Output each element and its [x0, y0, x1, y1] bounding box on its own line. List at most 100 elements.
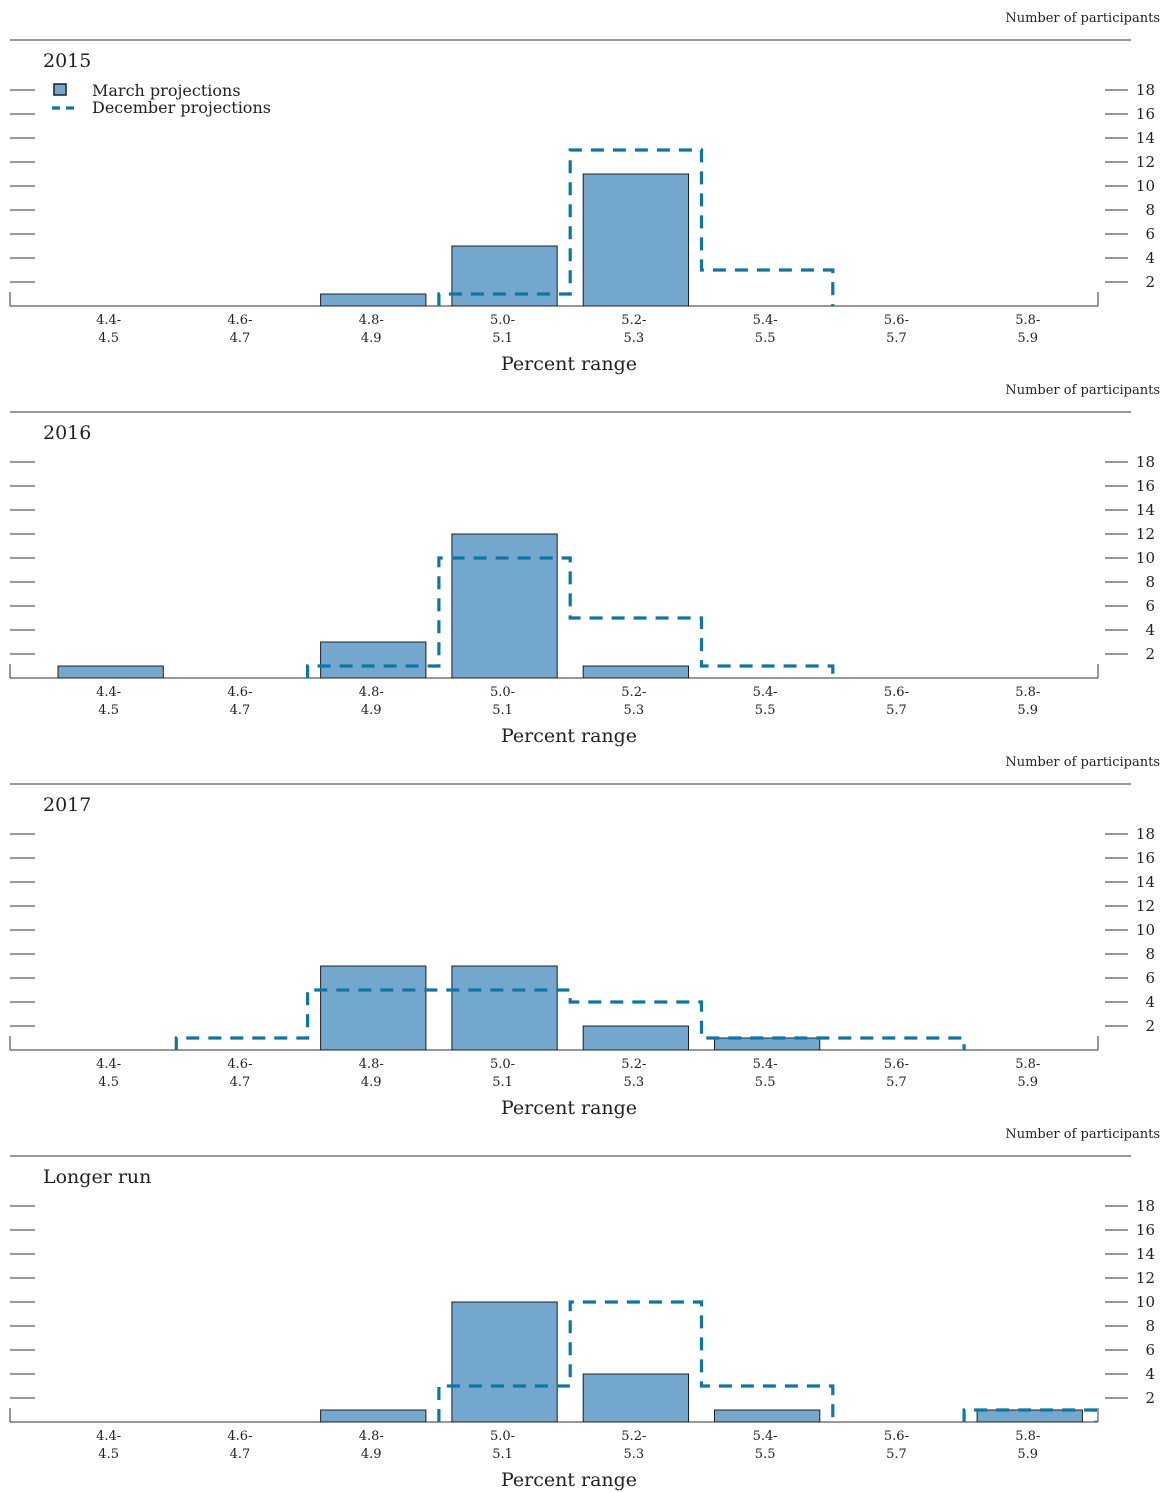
- x-tick-label: 5.1: [492, 1447, 513, 1462]
- y-tick-label: 4: [1145, 621, 1155, 639]
- unit-label: Number of participants: [1005, 755, 1160, 770]
- march-bar: [451, 965, 558, 1051]
- y-tick-label: 8: [1145, 945, 1155, 963]
- x-tick-label: 4.8-: [359, 685, 384, 700]
- y-tick-label: 8: [1145, 201, 1155, 219]
- x-tick-label: 5.7: [886, 1075, 907, 1090]
- march-bar: [57, 665, 164, 679]
- legend-march-label: March projections: [92, 81, 241, 100]
- march-bar: [714, 1409, 821, 1423]
- x-tick-label: 4.6-: [227, 1429, 252, 1444]
- y-tick-label: 4: [1145, 993, 1155, 1011]
- y-tick-label: 16: [1136, 849, 1155, 867]
- x-tick-label: 5.5: [755, 1447, 776, 1462]
- y-tick-label: 18: [1136, 1197, 1155, 1215]
- x-tick-label: 5.4-: [753, 313, 778, 328]
- x-tick-label: 5.7: [886, 331, 907, 346]
- x-tick-label: 5.6-: [884, 1429, 909, 1444]
- december-step-line: [306, 556, 835, 678]
- x-tick-label: 4.7: [230, 331, 251, 346]
- x-tick-label: 5.4-: [753, 685, 778, 700]
- x-tick-label: 5.3: [624, 1075, 645, 1090]
- x-tick-label: 5.2-: [621, 1429, 646, 1444]
- x-tick-label: 5.2-: [621, 313, 646, 328]
- y-tick-label: 2: [1145, 645, 1155, 663]
- march-bar: [714, 1037, 821, 1051]
- x-tick-label: 5.9: [1017, 1075, 1038, 1090]
- x-tick-label: 5.0-: [490, 313, 515, 328]
- x-tick-label: 5.6-: [884, 313, 909, 328]
- x-tick-label: 4.5: [98, 331, 119, 346]
- x-tick-label: 4.9: [361, 1075, 382, 1090]
- panel-title: 2017: [43, 794, 91, 816]
- chart-panel-4: Number of participants Longer run 2 4 6 8 10 12…: [9, 1127, 1160, 1491]
- chart-panel-1: Number of participants 2015 2 4 6 8 10 12 14 16 18…: [9, 11, 1160, 375]
- y-tick-label: 14: [1136, 873, 1155, 891]
- y-tick-label: 4: [1145, 1365, 1155, 1383]
- y-tick-label: 12: [1136, 525, 1155, 543]
- chart-panel-2: Number of participants 2016 2 4 6 8 10 12 14 16 18…: [9, 383, 1160, 747]
- x-tick-label: 4.6-: [227, 685, 252, 700]
- december-step-line: [174, 988, 966, 1050]
- x-tick-label: 4.4-: [96, 685, 121, 700]
- x-tick-label: 5.8-: [1015, 1429, 1040, 1444]
- x-tick-label: 5.1: [492, 1075, 513, 1090]
- unit-label: Number of participants: [1005, 383, 1160, 398]
- y-tick-label: 16: [1136, 105, 1155, 123]
- x-tick-label: 4.4-: [96, 1057, 121, 1072]
- x-tick-label: 4.9: [361, 1447, 382, 1462]
- x-tick-label: 5.1: [492, 703, 513, 718]
- y-tick-label: 14: [1136, 129, 1155, 147]
- march-bar: [320, 293, 427, 307]
- y-tick-label: 6: [1145, 1341, 1155, 1359]
- x-tick-label: 5.7: [886, 1447, 907, 1462]
- x-tick-label: 4.5: [98, 703, 119, 718]
- x-tick-label: 5.3: [624, 703, 645, 718]
- x-tick-label: 5.2-: [621, 1057, 646, 1072]
- march-bar: [320, 1409, 427, 1423]
- x-tick-label: 4.8-: [359, 1057, 384, 1072]
- panel-title: 2015: [43, 50, 91, 72]
- y-tick-label: 18: [1136, 81, 1155, 99]
- panel-title: 2016: [43, 422, 91, 444]
- march-bar: [451, 245, 558, 307]
- december-step-line: [437, 1300, 1097, 1422]
- x-tick-label: 5.9: [1017, 1447, 1038, 1462]
- x-tick-label: 4.6-: [227, 1057, 252, 1072]
- y-tick-label: 6: [1145, 225, 1155, 243]
- unit-label: Number of participants: [1005, 11, 1160, 26]
- x-tick-label: 5.5: [755, 1075, 776, 1090]
- y-tick-label: 4: [1145, 249, 1155, 267]
- x-tick-label: 5.0-: [490, 1057, 515, 1072]
- legend-december-label: December projections: [92, 98, 271, 117]
- x-tick-label: 5.4-: [753, 1057, 778, 1072]
- y-tick-label: 14: [1136, 1245, 1155, 1263]
- y-tick-label: 6: [1145, 597, 1155, 615]
- x-axis-label: Percent range: [501, 353, 637, 375]
- y-tick-label: 10: [1136, 921, 1155, 939]
- x-tick-label: 5.7: [886, 703, 907, 718]
- y-tick-label: 10: [1136, 1293, 1155, 1311]
- march-bar: [320, 641, 427, 679]
- y-tick-label: 2: [1145, 273, 1155, 291]
- y-tick-label: 12: [1136, 1269, 1155, 1287]
- x-tick-label: 4.7: [230, 703, 251, 718]
- x-tick-label: 4.8-: [359, 1429, 384, 1444]
- march-bar: [451, 533, 558, 679]
- y-tick-label: 8: [1145, 1317, 1155, 1335]
- x-tick-label: 5.5: [755, 331, 776, 346]
- x-tick-label: 5.8-: [1015, 685, 1040, 700]
- x-tick-label: 4.9: [361, 703, 382, 718]
- x-tick-label: 5.3: [624, 1447, 645, 1462]
- y-tick-label: 10: [1136, 177, 1155, 195]
- x-axis-label: Percent range: [501, 1469, 637, 1491]
- legend-march-swatch: [53, 83, 67, 96]
- y-tick-label: 18: [1136, 453, 1155, 471]
- x-tick-label: 4.6-: [227, 313, 252, 328]
- x-tick-label: 5.4-: [753, 1429, 778, 1444]
- x-tick-label: 4.7: [230, 1075, 251, 1090]
- unit-label: Number of participants: [1005, 1127, 1160, 1142]
- march-bar: [320, 965, 427, 1051]
- march-bar: [582, 665, 690, 679]
